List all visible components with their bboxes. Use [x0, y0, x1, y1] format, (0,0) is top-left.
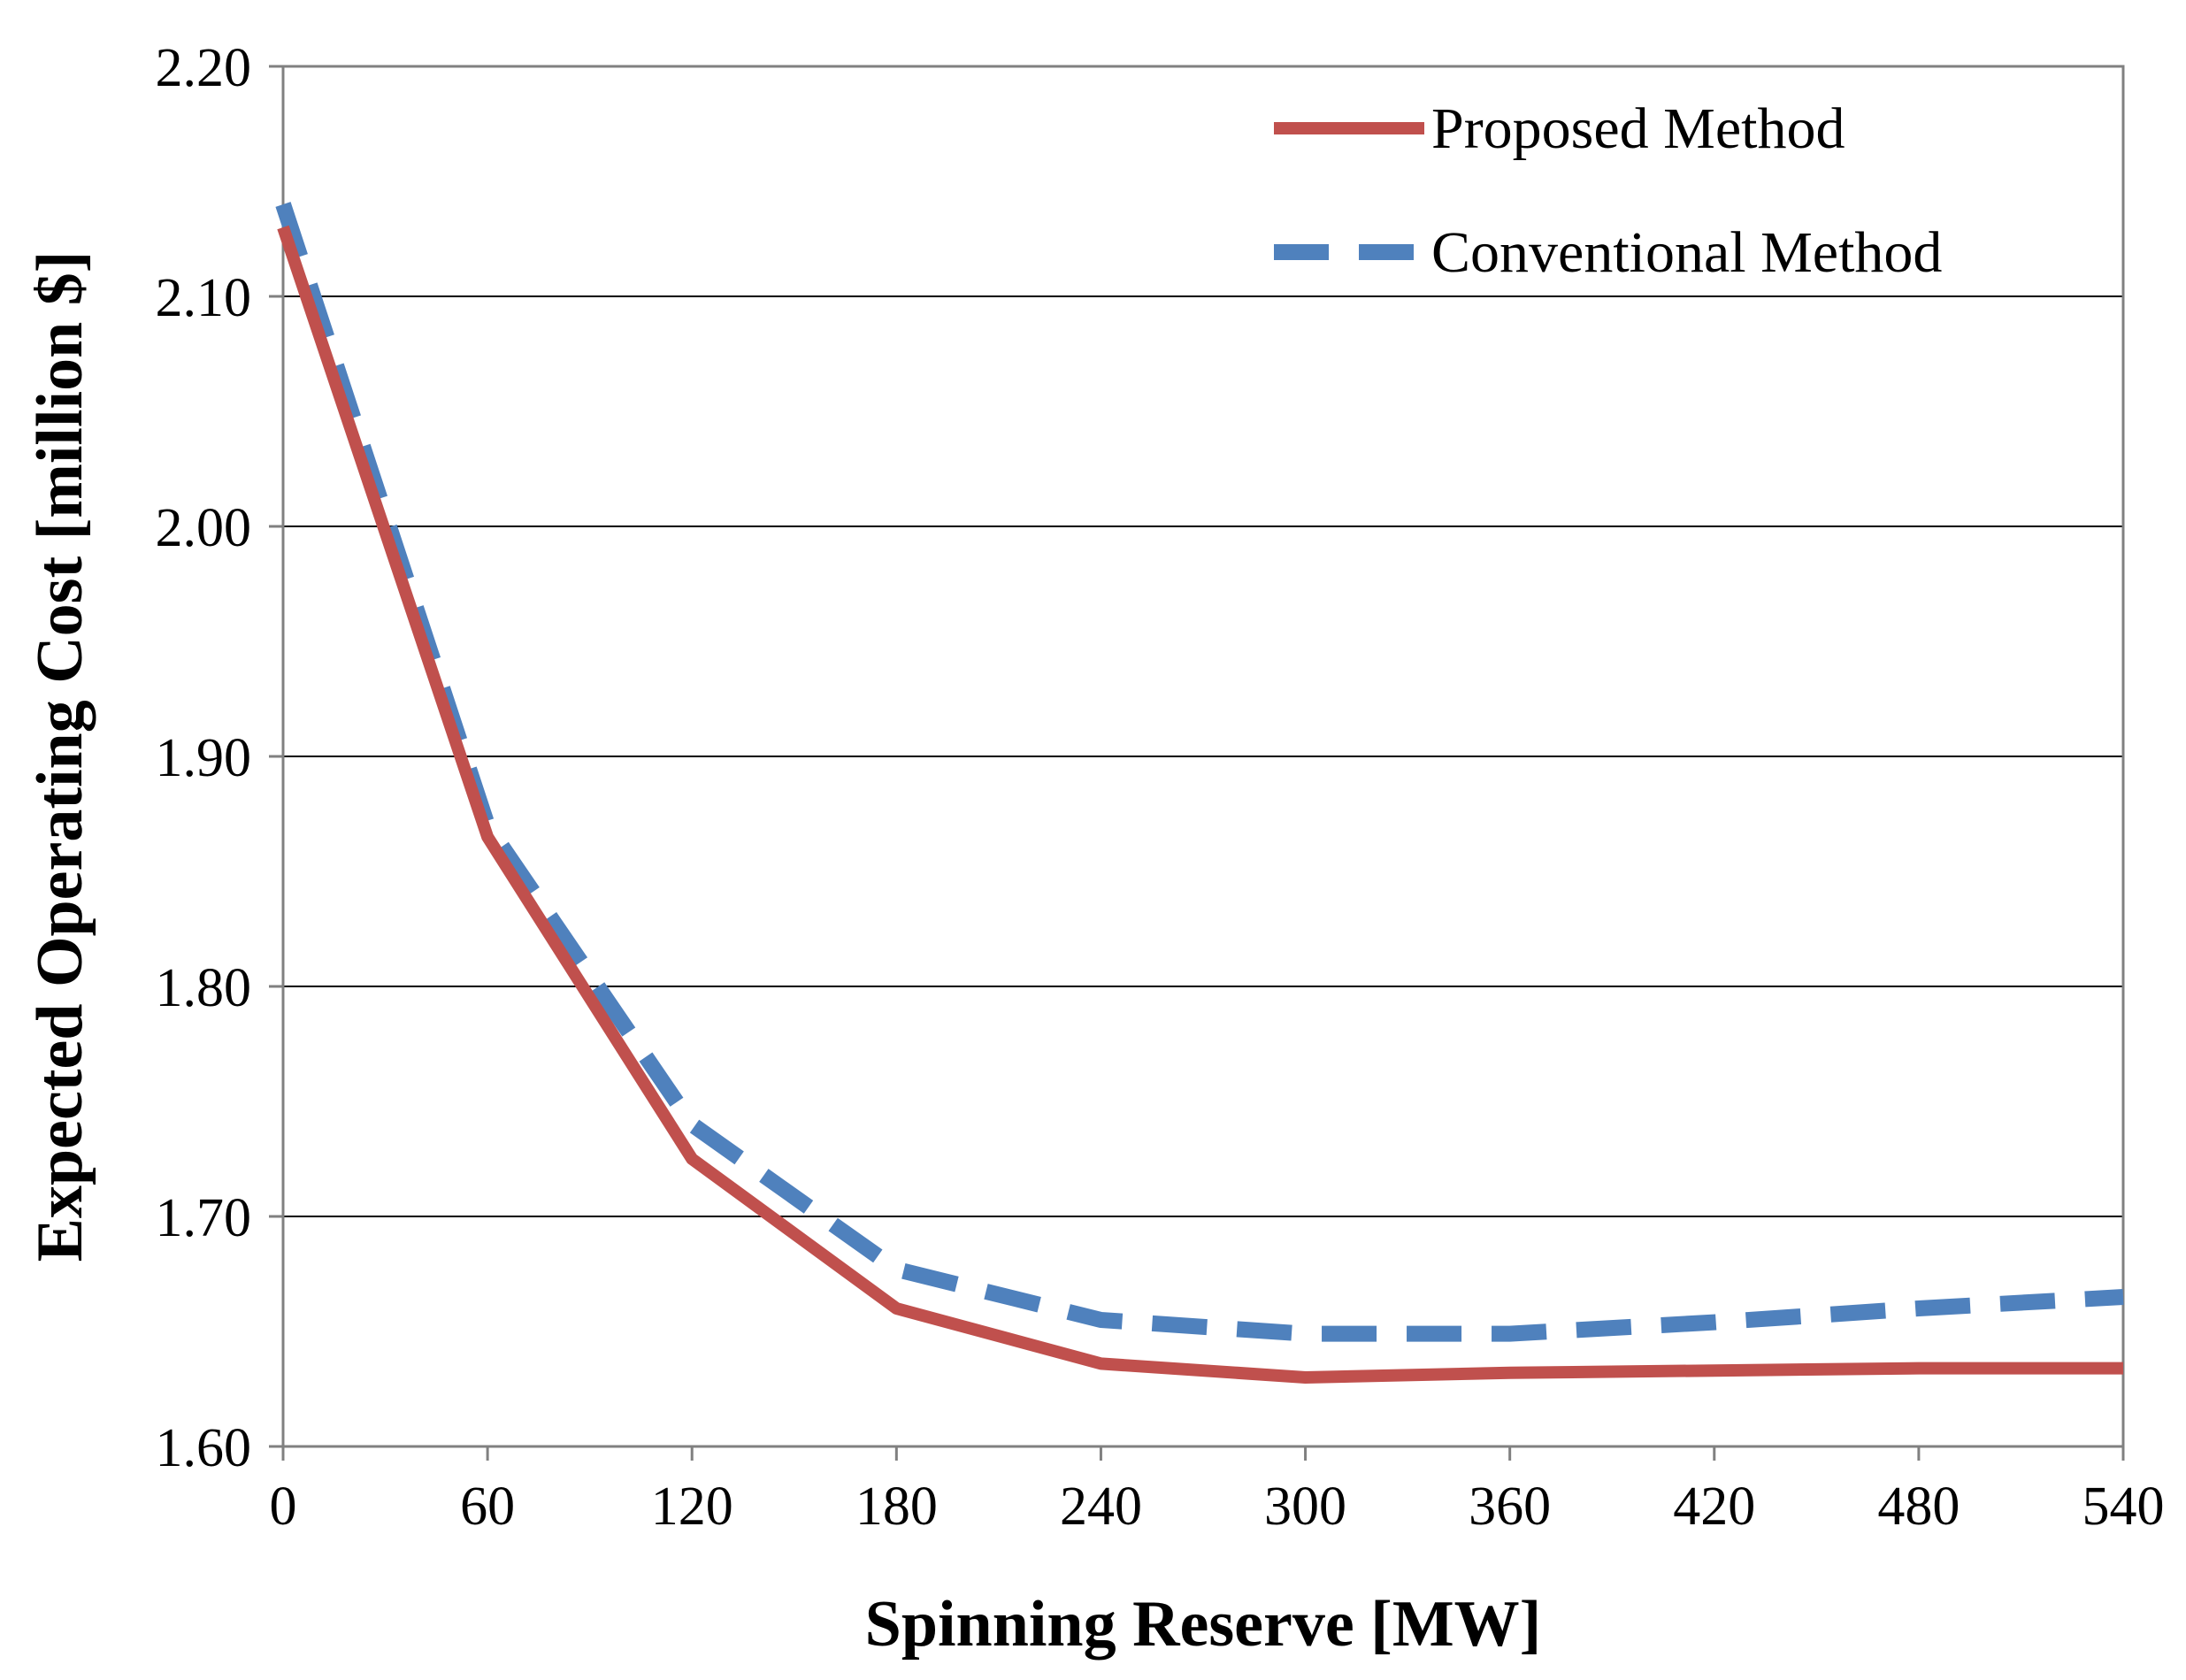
- legend: Proposed Method Conventional Method: [1274, 96, 1942, 285]
- y-tick-label: 2.10: [156, 268, 252, 328]
- series-layer: [275, 202, 2124, 1384]
- x-tick-label: 300: [1264, 1477, 1346, 1537]
- legend-label-conventional-method: Conventional Method: [1431, 220, 1942, 285]
- x-tick-label: 420: [1673, 1477, 1755, 1537]
- x-tick-label: 240: [1060, 1477, 1142, 1537]
- x-tick-label: 540: [2082, 1477, 2165, 1537]
- x-tick-label: 480: [1877, 1477, 1960, 1537]
- gridlines: [283, 295, 2123, 1217]
- y-axis-ticks: 1.60 1.70 1.80 1.90 2.00 2.10 2.20: [156, 38, 283, 1478]
- y-tick-label: 1.60: [156, 1418, 252, 1478]
- y-tick-label: 2.20: [156, 38, 252, 98]
- x-tick-label: 0: [270, 1477, 297, 1537]
- series-line-proposed-method: [277, 225, 2123, 1384]
- x-tick-label: 120: [651, 1477, 733, 1537]
- x-tick-label: 360: [1469, 1477, 1551, 1537]
- legend-label-proposed-method: Proposed Method: [1431, 96, 1845, 161]
- series-line-conventional-method: [275, 202, 2124, 1342]
- x-axis-ticks: 0 60 120 180 240 300 360 420 480 540: [270, 1446, 2165, 1537]
- y-tick-label: 1.70: [156, 1188, 252, 1248]
- y-tick-label: 1.90: [156, 728, 252, 788]
- x-axis-title: Spinning Reserve [MW]: [865, 1588, 1542, 1661]
- x-tick-label: 60: [460, 1477, 515, 1537]
- y-axis-title: Expected Operating Cost [million $]: [24, 251, 96, 1262]
- y-tick-label: 2.00: [156, 498, 252, 558]
- y-tick-label: 1.80: [156, 958, 252, 1018]
- x-tick-label: 180: [855, 1477, 938, 1537]
